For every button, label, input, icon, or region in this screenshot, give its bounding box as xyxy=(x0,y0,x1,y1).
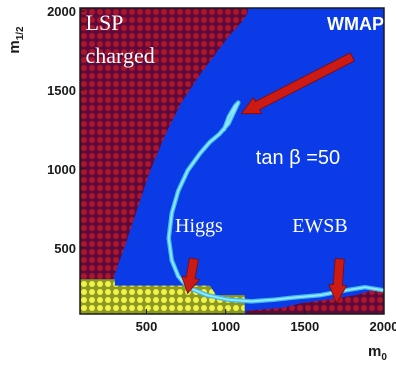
annotation-arrow-2 xyxy=(181,257,201,295)
y-tick-label-2000: 2000 xyxy=(47,4,76,19)
annotation-charged: charged xyxy=(86,43,155,68)
svg-text:m0: m0 xyxy=(368,343,387,363)
curve-wmap xyxy=(167,101,384,303)
y-tick-label-1000: 1000 xyxy=(47,162,76,177)
annotation-arrow-1 xyxy=(240,52,355,115)
annotation-arrow-3 xyxy=(328,258,348,304)
x-axis-title: m0 xyxy=(368,343,387,363)
plot-frame xyxy=(79,7,385,315)
annotation-higgs: Higgs xyxy=(175,215,223,237)
annotation-wmap: WMAP xyxy=(327,14,384,34)
annotation-tan-50: tan β =50 xyxy=(256,147,340,169)
x-axis-label-subscript: 0 xyxy=(381,352,387,363)
x-tick-label-1000: 1000 xyxy=(211,319,240,334)
region-higgs xyxy=(80,279,245,314)
y-tick-label-500: 500 xyxy=(54,241,76,256)
svg-text:m1/2: m1/2 xyxy=(6,26,26,54)
y-axis-label-subscript: 1/2 xyxy=(15,26,26,40)
y-axis-title: m1/2 xyxy=(6,26,26,54)
x-axis-label: m xyxy=(368,343,381,360)
y-tick-label-1500: 1500 xyxy=(47,83,76,98)
x-tick-label-500: 500 xyxy=(136,319,158,334)
annotation-ewsb: EWSB xyxy=(292,215,348,237)
region-ewsb xyxy=(246,287,384,314)
annotation-lsp: LSP xyxy=(86,10,124,35)
y-axis-label: m xyxy=(6,40,23,53)
region-lsp-charged xyxy=(80,8,248,280)
x-tick-label-1500: 1500 xyxy=(290,319,319,334)
x-tick-label-2000: 2000 xyxy=(370,319,396,334)
